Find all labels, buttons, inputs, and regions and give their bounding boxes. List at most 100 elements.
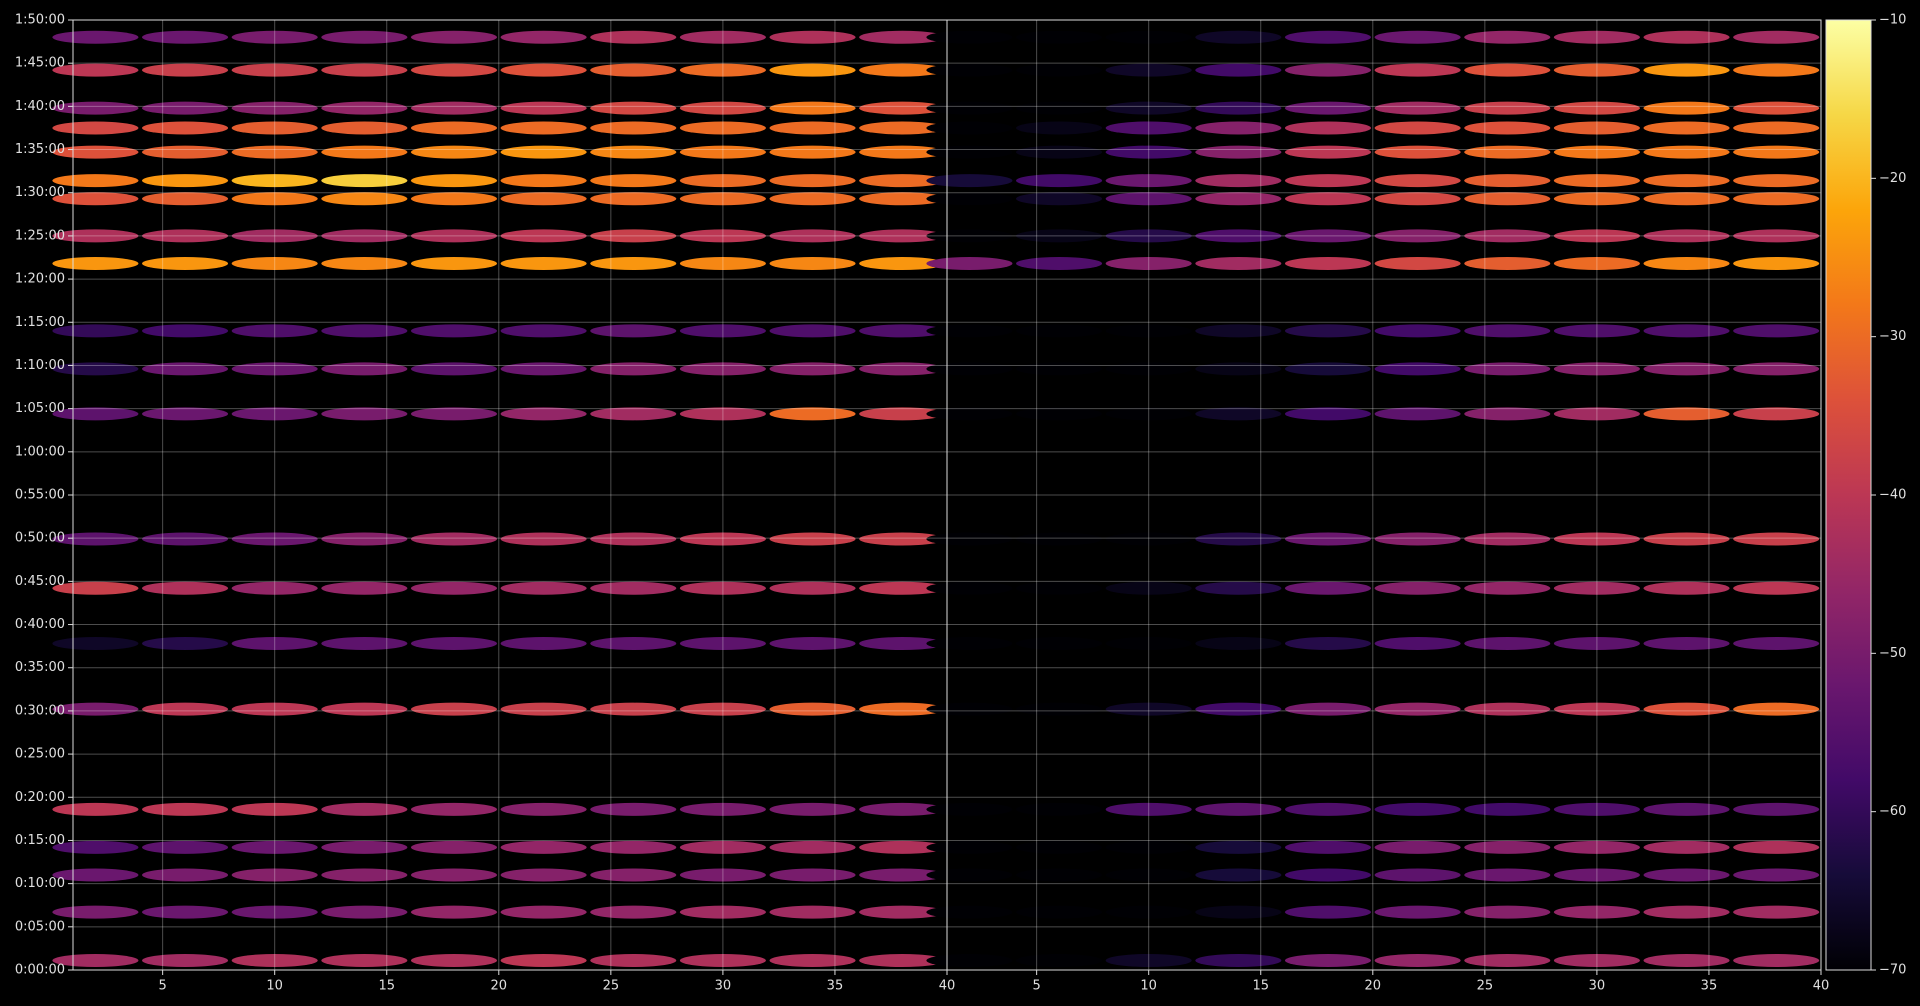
y-tick-label: 1:45:00 bbox=[15, 56, 65, 71]
heat-cell bbox=[769, 905, 856, 919]
heat-cell bbox=[1464, 581, 1551, 595]
heat-cell bbox=[231, 637, 318, 651]
heat-cell bbox=[1284, 702, 1372, 716]
heat-cell bbox=[1284, 637, 1372, 651]
heat-cell bbox=[590, 229, 677, 243]
heat-cell bbox=[926, 174, 1013, 188]
heat-cell bbox=[142, 229, 229, 243]
heat-cell bbox=[1195, 174, 1282, 188]
heat-cell bbox=[1195, 802, 1282, 816]
y-tick-label: 0:55:00 bbox=[15, 488, 65, 503]
x-tick-label: 20 bbox=[491, 979, 508, 994]
y-tick-label: 0:00:00 bbox=[15, 963, 65, 978]
heat-cell bbox=[679, 840, 766, 854]
heat-cell bbox=[1016, 905, 1103, 919]
heat-cell bbox=[1553, 905, 1640, 919]
heat-cell bbox=[1105, 257, 1192, 271]
heat-cell bbox=[1464, 802, 1551, 816]
heat-cell bbox=[859, 229, 946, 243]
heat-cell bbox=[1284, 868, 1372, 882]
heat-cell bbox=[1643, 63, 1730, 77]
heat-cell bbox=[410, 802, 498, 816]
heat-cell bbox=[769, 362, 856, 376]
heat-cell bbox=[52, 532, 139, 546]
heat-cell bbox=[1553, 30, 1640, 44]
heat-cell bbox=[1284, 30, 1372, 44]
heat-cell bbox=[859, 905, 946, 919]
heat-cell bbox=[52, 702, 139, 716]
heat-cell bbox=[679, 868, 766, 882]
heat-cell bbox=[1733, 637, 1820, 651]
heat-cell bbox=[1105, 324, 1192, 338]
heat-cell bbox=[142, 145, 229, 159]
heat-cell bbox=[1284, 257, 1372, 271]
heat-cell bbox=[679, 30, 766, 44]
heat-cell bbox=[1284, 229, 1372, 243]
heat-cell bbox=[231, 192, 318, 206]
y-tick-label: 1:05:00 bbox=[15, 401, 65, 416]
heat-cell bbox=[926, 362, 1013, 376]
heat-cell bbox=[321, 192, 408, 206]
y-tick-label: 0:40:00 bbox=[15, 617, 65, 632]
heat-cell bbox=[926, 229, 1013, 243]
heatmap-panel bbox=[52, 30, 946, 967]
heat-cell bbox=[500, 30, 587, 44]
heat-cell bbox=[1733, 257, 1820, 271]
colorbar-tick-label: −20 bbox=[1879, 171, 1906, 186]
heat-cell bbox=[410, 868, 498, 882]
heat-cell bbox=[1284, 581, 1372, 595]
y-tick-label: 0:25:00 bbox=[15, 747, 65, 762]
heat-cell bbox=[679, 174, 766, 188]
heat-cell bbox=[1105, 407, 1192, 421]
heat-cell bbox=[1195, 840, 1282, 854]
heat-cell bbox=[52, 121, 139, 135]
heat-cell bbox=[410, 362, 498, 376]
heat-cell bbox=[590, 101, 677, 115]
heat-cell bbox=[1733, 30, 1820, 44]
heat-cell bbox=[1553, 637, 1640, 651]
heat-cell bbox=[231, 229, 318, 243]
heat-cell bbox=[231, 905, 318, 919]
heat-cell bbox=[142, 840, 229, 854]
heat-cell bbox=[321, 868, 408, 882]
heat-cell bbox=[410, 954, 498, 967]
heat-cell bbox=[859, 174, 946, 188]
heat-cell bbox=[1553, 702, 1640, 716]
heat-cell bbox=[500, 174, 587, 188]
heat-cell bbox=[1643, 145, 1730, 159]
heat-cell bbox=[1016, 30, 1103, 44]
y-tick-label: 1:00:00 bbox=[15, 444, 65, 459]
y-tick-label: 1:20:00 bbox=[15, 272, 65, 287]
heat-cell bbox=[1553, 145, 1640, 159]
heat-cell bbox=[1643, 954, 1730, 967]
heat-cell bbox=[679, 637, 766, 651]
heat-cell bbox=[1464, 121, 1551, 135]
heat-cell bbox=[410, 532, 498, 546]
heat-cell bbox=[52, 362, 139, 376]
heat-cell bbox=[1374, 840, 1461, 854]
heat-cell bbox=[1105, 192, 1192, 206]
heat-cell bbox=[926, 637, 1013, 651]
heat-cell bbox=[410, 192, 498, 206]
heat-cell bbox=[1105, 145, 1192, 159]
heat-cell bbox=[142, 174, 229, 188]
heat-cell bbox=[926, 581, 1013, 595]
heat-cell bbox=[321, 702, 408, 716]
heat-cell bbox=[1105, 30, 1192, 44]
heat-cell bbox=[231, 30, 318, 44]
heat-cell bbox=[1016, 702, 1103, 716]
heat-cell bbox=[859, 362, 946, 376]
heat-cell bbox=[410, 905, 498, 919]
heat-cell bbox=[321, 30, 408, 44]
heat-cell bbox=[1464, 954, 1551, 967]
heat-cell bbox=[679, 101, 766, 115]
x-tick-label: 30 bbox=[715, 979, 732, 994]
heat-cell bbox=[590, 30, 677, 44]
heat-cell bbox=[231, 868, 318, 882]
heat-cell bbox=[500, 905, 587, 919]
heat-cell bbox=[410, 637, 498, 651]
heat-cell bbox=[679, 192, 766, 206]
heat-cell bbox=[500, 868, 587, 882]
y-tick-label: 0:10:00 bbox=[15, 876, 65, 891]
heat-cell bbox=[1643, 229, 1730, 243]
